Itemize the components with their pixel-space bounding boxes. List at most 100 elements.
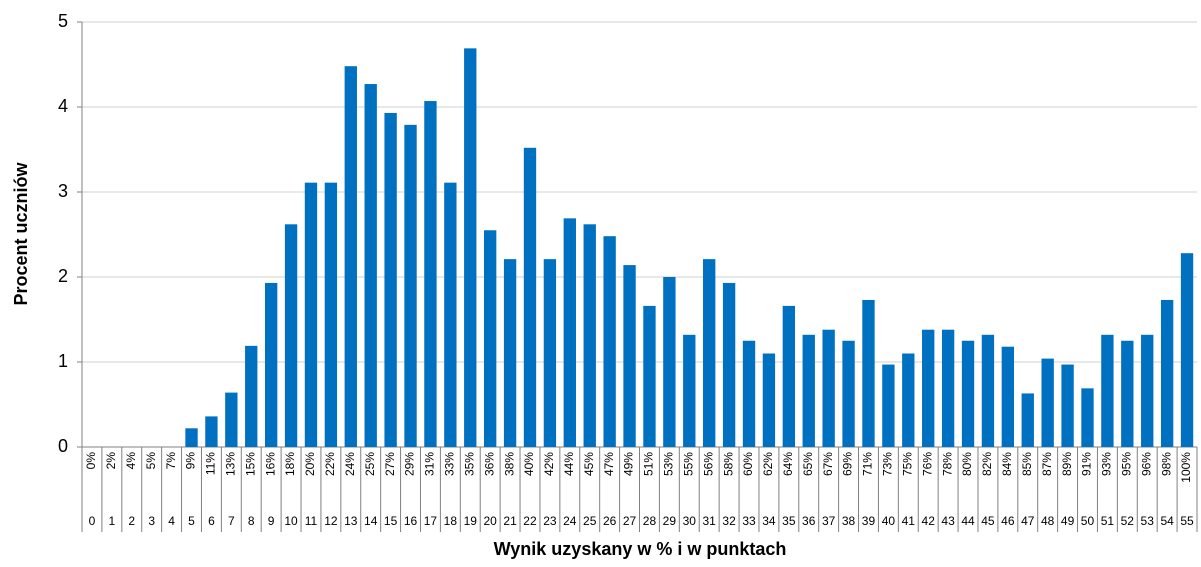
x-tick-label: 27 xyxy=(623,514,637,528)
x-tick-label: 51 xyxy=(1101,514,1115,528)
x-percent-label: 20% xyxy=(303,452,317,476)
bar xyxy=(523,147,537,448)
x-tick-label: 29 xyxy=(663,514,677,528)
x-tick-label: 35 xyxy=(782,514,796,528)
x-axis-title: Wynik uzyskany w % i w punktach xyxy=(494,539,787,559)
bar xyxy=(922,329,935,447)
bar xyxy=(603,236,616,447)
x-tick-label: 1 xyxy=(109,514,116,528)
x-tick-label: 39 xyxy=(862,514,876,528)
bar xyxy=(364,84,377,448)
x-tick-label: 4 xyxy=(168,514,175,528)
x-percent-label: 51% xyxy=(642,452,656,476)
bar xyxy=(802,334,815,447)
x-tick-label: 28 xyxy=(643,514,657,528)
x-tick-label: 34 xyxy=(762,514,776,528)
x-tick-label: 7 xyxy=(228,514,235,528)
x-tick-label: 55 xyxy=(1180,514,1194,528)
x-percent-label: 5% xyxy=(144,452,158,470)
x-percent-label: 35% xyxy=(462,452,476,476)
x-percent-label: 84% xyxy=(1000,452,1014,476)
x-tick-label: 19 xyxy=(464,514,478,528)
bar xyxy=(643,305,656,447)
x-tick-label: 6 xyxy=(208,514,215,528)
x-percent-label: 22% xyxy=(323,452,337,476)
bar xyxy=(902,353,915,447)
x-percent-label: 87% xyxy=(1040,452,1054,476)
bar xyxy=(543,259,557,447)
bar xyxy=(822,329,835,447)
x-tick-label: 22 xyxy=(523,514,537,528)
x-tick-label: 16 xyxy=(404,514,418,528)
x-tick-label: 26 xyxy=(603,514,617,528)
bar xyxy=(264,282,278,447)
x-percent-label: 96% xyxy=(1139,452,1153,476)
x-tick-label: 32 xyxy=(722,514,736,528)
y-tick-label: 0 xyxy=(58,436,68,456)
bar xyxy=(1160,299,1174,447)
x-percent-label: 71% xyxy=(861,452,875,476)
x-percent-label: 11% xyxy=(204,452,218,475)
x-tick-label: 14 xyxy=(364,514,378,528)
y-tick-label: 4 xyxy=(58,96,68,116)
x-tick-label: 40 xyxy=(882,514,896,528)
x-tick-label: 25 xyxy=(583,514,597,528)
y-tick-label: 3 xyxy=(58,181,68,201)
x-tick-label: 50 xyxy=(1081,514,1095,528)
x-percent-label: 33% xyxy=(443,452,457,476)
x-tick-label: 2 xyxy=(128,514,135,528)
x-tick-label: 42 xyxy=(922,514,936,528)
x-tick-label: 43 xyxy=(941,514,955,528)
bar xyxy=(245,345,258,447)
bar xyxy=(404,124,417,447)
x-percent-label: 44% xyxy=(562,452,576,476)
x-tick-label: 8 xyxy=(248,514,255,528)
x-percent-label: 65% xyxy=(801,452,815,476)
x-percent-label: 91% xyxy=(1080,452,1094,476)
bar xyxy=(225,392,238,447)
bar xyxy=(1041,358,1054,447)
bar xyxy=(882,364,895,447)
x-percent-label: 15% xyxy=(243,452,257,476)
x-percent-label: 56% xyxy=(701,452,715,476)
x-tick-label: 12 xyxy=(324,514,338,528)
x-percent-label: 9% xyxy=(184,452,198,470)
bar xyxy=(1021,393,1034,447)
x-percent-label: 0% xyxy=(84,452,98,470)
x-percent-label: 85% xyxy=(1020,452,1034,476)
bar xyxy=(842,340,855,447)
bar xyxy=(1001,346,1015,447)
x-tick-label: 52 xyxy=(1121,514,1135,528)
x-tick-label: 0 xyxy=(89,514,96,528)
x-percent-label: 7% xyxy=(164,452,178,470)
x-percent-label: 62% xyxy=(761,452,775,476)
x-tick-label: 17 xyxy=(424,514,438,528)
x-percent-label: 42% xyxy=(542,452,556,476)
x-tick-label: 5 xyxy=(188,514,195,528)
bar xyxy=(623,265,636,447)
x-tick-label: 46 xyxy=(1001,514,1015,528)
x-percent-label: 16% xyxy=(263,452,277,476)
x-tick-label: 23 xyxy=(543,514,557,528)
bar xyxy=(703,259,716,447)
bar xyxy=(862,299,875,447)
x-tick-label: 36 xyxy=(802,514,816,528)
bar xyxy=(663,277,676,447)
x-percent-label: 78% xyxy=(940,452,954,476)
x-percent-label: 18% xyxy=(283,452,297,476)
x-percent-label: 55% xyxy=(681,452,695,476)
x-percent-label: 95% xyxy=(1119,452,1133,476)
x-percent-label: 98% xyxy=(1159,452,1173,476)
y-tick-label: 5 xyxy=(58,11,68,31)
x-tick-label: 30 xyxy=(683,514,697,528)
x-tick-label: 45 xyxy=(981,514,995,528)
x-percent-label: 13% xyxy=(224,452,238,476)
x-tick-label: 44 xyxy=(961,514,975,528)
x-percent-label: 82% xyxy=(980,452,994,476)
bar xyxy=(961,340,975,447)
x-tick-label: 11 xyxy=(305,514,318,528)
bar xyxy=(762,353,776,447)
bar xyxy=(722,282,736,447)
x-percent-label: 47% xyxy=(602,452,616,476)
